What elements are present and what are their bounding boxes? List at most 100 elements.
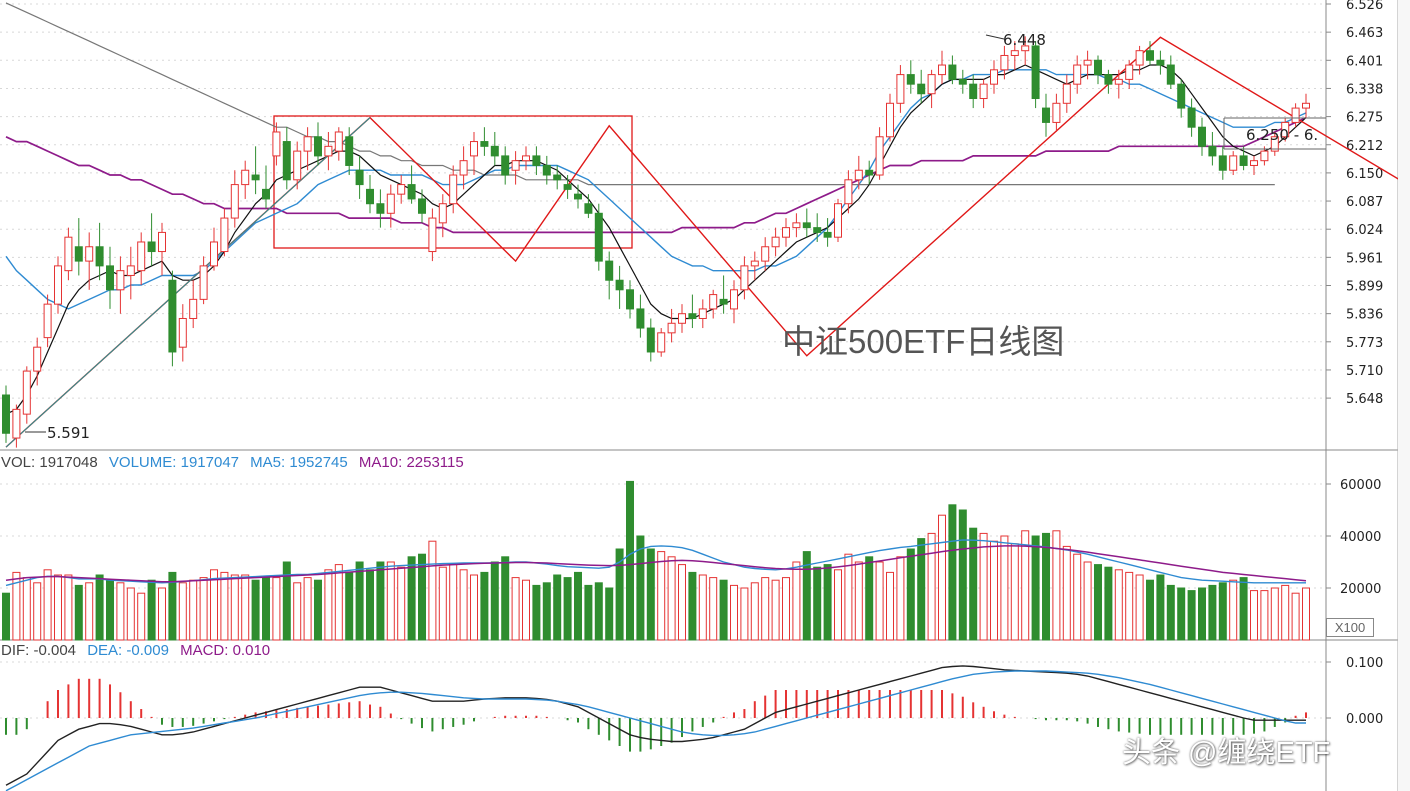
price-axis-label: 6.150 [1346, 167, 1383, 182]
vol-label: VOL: 1917048 [1, 454, 98, 471]
candle-body [314, 136, 322, 157]
volume-bar [553, 574, 562, 641]
volume-bar [438, 566, 447, 641]
candle-body [334, 131, 343, 152]
candle-body [459, 160, 468, 176]
volume-bar [1146, 579, 1154, 641]
volume-bar [979, 532, 988, 641]
candle-body [376, 203, 385, 214]
volume-bar [719, 579, 728, 641]
candle-body [241, 169, 250, 186]
macd-label: MACD: 0.010 [180, 642, 271, 659]
candle-body [74, 246, 83, 262]
candle-body [1229, 155, 1238, 171]
volume-bar [1000, 535, 1009, 641]
volume-bar [230, 574, 239, 641]
volume-label: VOLUME: 1917047 [108, 454, 239, 471]
price-axis-label: 5.836 [1346, 308, 1383, 323]
candle-body [480, 141, 489, 147]
volume-axis-label: 40000 [1340, 530, 1381, 545]
candle-body [553, 174, 562, 181]
high-annotation-line [985, 34, 1005, 40]
volume-bar [802, 551, 811, 641]
volume-bar [158, 587, 166, 641]
candle-body [210, 241, 218, 267]
volume-bar [1156, 574, 1165, 641]
candle-body [823, 231, 832, 238]
volume-bar [355, 561, 364, 641]
candle-body [605, 260, 614, 281]
volume-bar [678, 564, 686, 641]
volume-bar [542, 582, 551, 641]
candle-body [886, 102, 894, 138]
volume-bar [1042, 532, 1050, 641]
volume-bar [948, 504, 957, 641]
candle-body [147, 241, 156, 253]
volume-bar [95, 574, 104, 641]
volume-bar [74, 584, 83, 641]
volume-bar [345, 571, 354, 641]
candle-body [834, 203, 842, 238]
candle-body [584, 203, 593, 214]
candle-body [355, 169, 364, 186]
volume-bar [1166, 584, 1175, 641]
candle-body [116, 270, 125, 291]
candle-body [33, 346, 42, 372]
candle-body [106, 265, 114, 291]
candle-body [126, 265, 135, 276]
volume-bar [917, 538, 926, 641]
volume-bar [667, 556, 676, 641]
low-price-annotation: 5.591 [47, 424, 90, 442]
volume-bar [220, 571, 229, 641]
candle-body [262, 188, 270, 200]
candle-body [1260, 150, 1269, 162]
candle-body [636, 308, 645, 329]
candle-body [927, 74, 936, 95]
price-axis-label: 6.212 [1346, 139, 1383, 154]
volume-ma10-line [5, 545, 1307, 583]
candle-body [750, 260, 759, 267]
price-axis-label: 5.899 [1346, 280, 1383, 295]
volume-bar [33, 582, 42, 641]
candle-body [917, 83, 926, 95]
volume-bar [584, 584, 593, 641]
candle-body [678, 313, 686, 324]
right-edge-strip [1398, 0, 1410, 791]
candle-body [438, 203, 447, 224]
candle-body [470, 141, 478, 157]
candle-body [366, 188, 374, 205]
candle-body [865, 169, 874, 176]
volume-bar [210, 569, 218, 641]
watermark-text: 头条 @缠绕ETF [1122, 737, 1331, 769]
volume-bar [688, 571, 697, 641]
candle-body [449, 174, 458, 205]
volume-bar [1052, 530, 1061, 641]
candle-body [626, 289, 634, 310]
volume-bar [646, 548, 655, 641]
volume-bar [1094, 564, 1102, 641]
volume-bar [490, 561, 499, 641]
candle-body [615, 279, 624, 291]
volume-bar [106, 579, 114, 641]
candle-body [709, 294, 718, 310]
black-moving-average-line [5, 64, 1307, 415]
volume-bar [386, 561, 395, 641]
candle-body [1010, 50, 1019, 56]
volume-bar [1218, 582, 1227, 641]
candle-body [386, 193, 395, 214]
candle-body [1208, 145, 1217, 157]
candle-body [12, 408, 21, 439]
volume-bar [2, 592, 10, 641]
candle-body [1000, 54, 1009, 71]
candle-body [1021, 45, 1030, 52]
candle-body [2, 394, 10, 434]
volume-bar [511, 577, 520, 641]
macd-axis-label: 0.000 [1346, 712, 1383, 727]
trading-range-box [273, 115, 633, 249]
candle-body [1125, 64, 1134, 80]
candle-body [688, 313, 697, 319]
volume-bar [272, 577, 281, 641]
candle-body [1302, 102, 1310, 109]
candle-body [969, 83, 978, 100]
volume-bar [605, 587, 614, 641]
